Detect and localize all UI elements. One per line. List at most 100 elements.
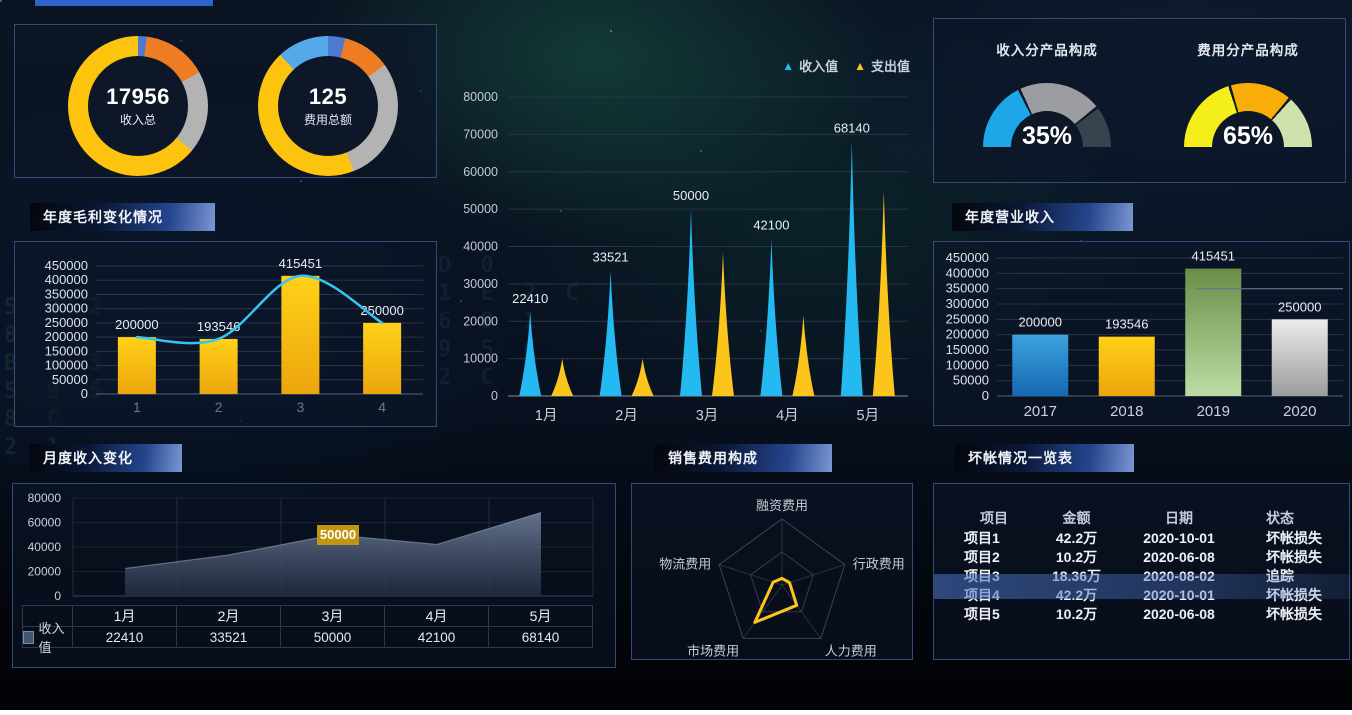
table-month-header: 5月 [488,605,593,627]
table-month-header: 2月 [176,605,281,627]
svg-text:物流费用: 物流费用 [659,557,711,572]
table-cell: 10.2万 [1055,549,1098,565]
income-by-product-gauge: 收入分产品构成 35% [947,25,1147,157]
monthly-income-chart: 0 20000 40000 60000 80000 [28,491,594,603]
svg-text:50000: 50000 [953,373,989,388]
svg-text:0: 0 [81,386,88,401]
svg-text:350000: 350000 [45,286,88,301]
svg-text:80000: 80000 [28,491,62,505]
annual-revenue-chart: 0500001000001500002000002500003000003500… [946,249,1343,420]
svg-text:22410: 22410 [512,291,548,306]
svg-text:250000: 250000 [1278,299,1321,314]
section-title-bad-debt: 坏帐情况一览表 [955,444,1134,472]
svg-text:300000: 300000 [946,296,989,311]
svg-text:1月: 1月 [535,408,558,422]
section-title-annual-revenue: 年度营业收入 [952,203,1133,231]
svg-text:150000: 150000 [946,342,989,357]
income-expense-chart: 0 10000 20000 30000 40000 50000 60000 70000 8000… [463,90,908,422]
bottom-strip [0,710,1352,715]
svg-text:60000: 60000 [463,165,498,179]
triangle-income-icon: ▲ [782,58,795,73]
top-banner-edge [35,0,213,6]
svg-text:68140: 68140 [834,120,870,135]
legend-item-income[interactable]: ▲ 收入值 [782,56,838,75]
legend-item-expense[interactable]: ▲ 支出值 [854,56,910,75]
table-value-cell: 33521 [176,626,281,648]
section-title-selling-expense: 销售费用构成 [655,444,832,472]
svg-text:200000: 200000 [115,317,158,332]
svg-text:33521: 33521 [593,250,629,265]
svg-text:3: 3 [296,399,304,415]
svg-text:0: 0 [982,388,989,403]
svg-text:融资费用: 融资费用 [756,498,808,513]
income-total-label: 收入总 [119,113,156,127]
table-value-cell: 68140 [488,626,593,648]
income-expense-chart-area: ▲ 收入值 ▲ 支出值 0 10000 20000 30000 40000 50000 60… [440,50,922,422]
section-title-monthly-income: 月度收入变化 [30,444,182,472]
table-header-cell: 状态 [1266,510,1294,526]
expense-total-label: 费用总额 [303,113,352,127]
table-row[interactable]: 项目1 42.2万 2020-10-01 坏帐损失 [934,528,1351,547]
table-cell: 2020-06-08 [1143,549,1215,565]
svg-text:40000: 40000 [28,540,62,554]
income-total-donut: 17956 收入总 [68,36,208,176]
svg-text:5月: 5月 [857,408,880,422]
annual-gross-profit-chart: 0500001000001500002000002500003000003500… [45,256,423,415]
bad-debt-panel: 项目 金额 日期 状态 项目1 42.2万 2020-10-01 坏帐损失 项目2 10.2万 20… [933,483,1351,660]
svg-text:20000: 20000 [28,565,62,579]
svg-text:4: 4 [378,399,386,415]
svg-text:450000: 450000 [45,258,88,273]
table-header-cell: 金额 [1062,510,1091,526]
table-cell: 10.2万 [1055,606,1098,622]
gauge-value: 35% [1021,122,1073,147]
svg-text:行政费用: 行政费用 [853,557,905,572]
svg-text:2月: 2月 [615,408,638,422]
svg-text:250000: 250000 [45,315,88,330]
legend-expense-label: 支出值 [870,59,910,74]
row-highlight-band [934,574,1351,599]
table-month-header: 1月 [72,605,177,627]
table-cell: 项目2 [964,549,1000,565]
table-row[interactable]: 项目2 10.2万 2020-06-08 坏帐损失 [934,547,1351,566]
svg-text:193546: 193546 [197,319,240,334]
table-month-header: 4月 [384,605,489,627]
svg-text:50000: 50000 [673,188,709,203]
gauge-panel: 收入分产品构成 35% 费用分产品构成 65% [933,18,1346,183]
svg-text:100000: 100000 [45,358,88,373]
selling-expense-panel: 融资费用 行政费用 人力费用 市场费用 物流费用 [631,483,913,660]
series-legend-cell: 收入值 [22,621,73,655]
svg-text:20000: 20000 [463,314,498,328]
svg-text:4月: 4月 [776,408,799,422]
svg-text:2018: 2018 [1110,403,1143,420]
kpi-panel: 17956 收入总 125 费用总额 [14,24,437,178]
chart-legend: ▲ 收入值 ▲ 支出值 [782,56,910,75]
table-header-cell: 项目 [980,510,1008,526]
svg-text:30000: 30000 [463,277,498,291]
svg-text:2019: 2019 [1197,403,1230,420]
svg-text:70000: 70000 [463,127,498,141]
svg-text:2017: 2017 [1024,403,1057,420]
svg-text:50000: 50000 [52,372,88,387]
series-swatch-icon [23,630,35,644]
svg-text:150000: 150000 [45,343,88,358]
gauge-arc: 65% [1184,83,1312,147]
data-tooltip: 50000 [317,525,359,545]
expense-by-product-gauge: 费用分产品构成 65% [1148,25,1348,157]
svg-text:200000: 200000 [946,327,989,342]
monthly-income-panel: 0 20000 40000 60000 80000 50000 1月 2月 3月 4月 5月 收入… [12,483,616,668]
svg-text:400000: 400000 [45,272,88,287]
table-cell: 2020-10-01 [1143,530,1215,546]
section-title-annual-gross-profit: 年度毛利变化情况 [30,203,215,231]
table-cell: 项目5 [964,606,1000,622]
svg-text:200000: 200000 [1019,315,1062,330]
legend-income-label: 收入值 [799,59,839,74]
svg-text:100000: 100000 [946,357,989,372]
svg-text:415451: 415451 [1192,249,1235,264]
bad-debt-table: 项目 金额 日期 状态 项目1 42.2万 2020-10-01 坏帐损失 项目2 10.2万 20… [934,508,1351,623]
svg-text:200000: 200000 [45,329,88,344]
table-row[interactable]: 项目5 10.2万 2020-06-08 坏帐损失 [934,604,1351,623]
svg-text:人力费用: 人力费用 [825,643,877,658]
table-cell: 坏帐损失 [1266,606,1322,622]
svg-text:1: 1 [133,399,141,415]
